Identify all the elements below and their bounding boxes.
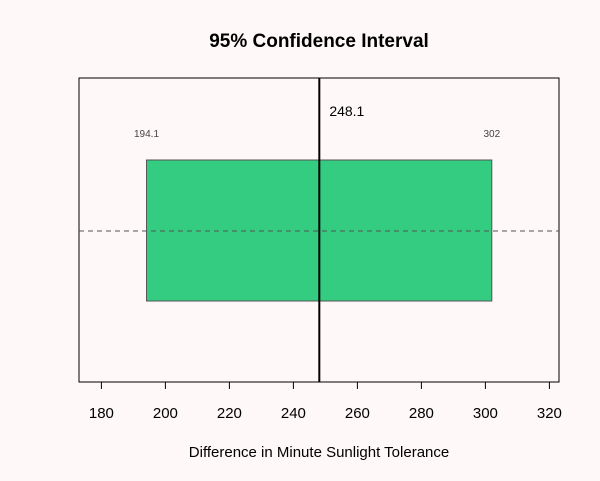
x-tick-label: 320 xyxy=(537,405,562,422)
x-axis: 180 200 220 240 260 280 300 320 xyxy=(89,381,562,422)
x-tick-label: 180 xyxy=(89,405,114,422)
x-tick-label: 300 xyxy=(473,405,498,422)
estimate-label: 248.1 xyxy=(329,103,364,119)
x-tick-label: 260 xyxy=(345,405,370,422)
x-tick-label: 200 xyxy=(153,405,178,422)
x-tick-label: 220 xyxy=(217,405,242,422)
plot-marks: 248.1 194.1 302 xyxy=(79,78,559,382)
x-axis-label: Difference in Minute Sunlight Tolerance xyxy=(189,444,449,461)
chart-title: 95% Confidence Interval xyxy=(209,31,429,52)
lower-bound-label: 194.1 xyxy=(134,129,159,140)
x-tick-label: 280 xyxy=(409,405,434,422)
x-tick-label: 240 xyxy=(281,405,306,422)
upper-bound-label: 302 xyxy=(483,129,500,140)
